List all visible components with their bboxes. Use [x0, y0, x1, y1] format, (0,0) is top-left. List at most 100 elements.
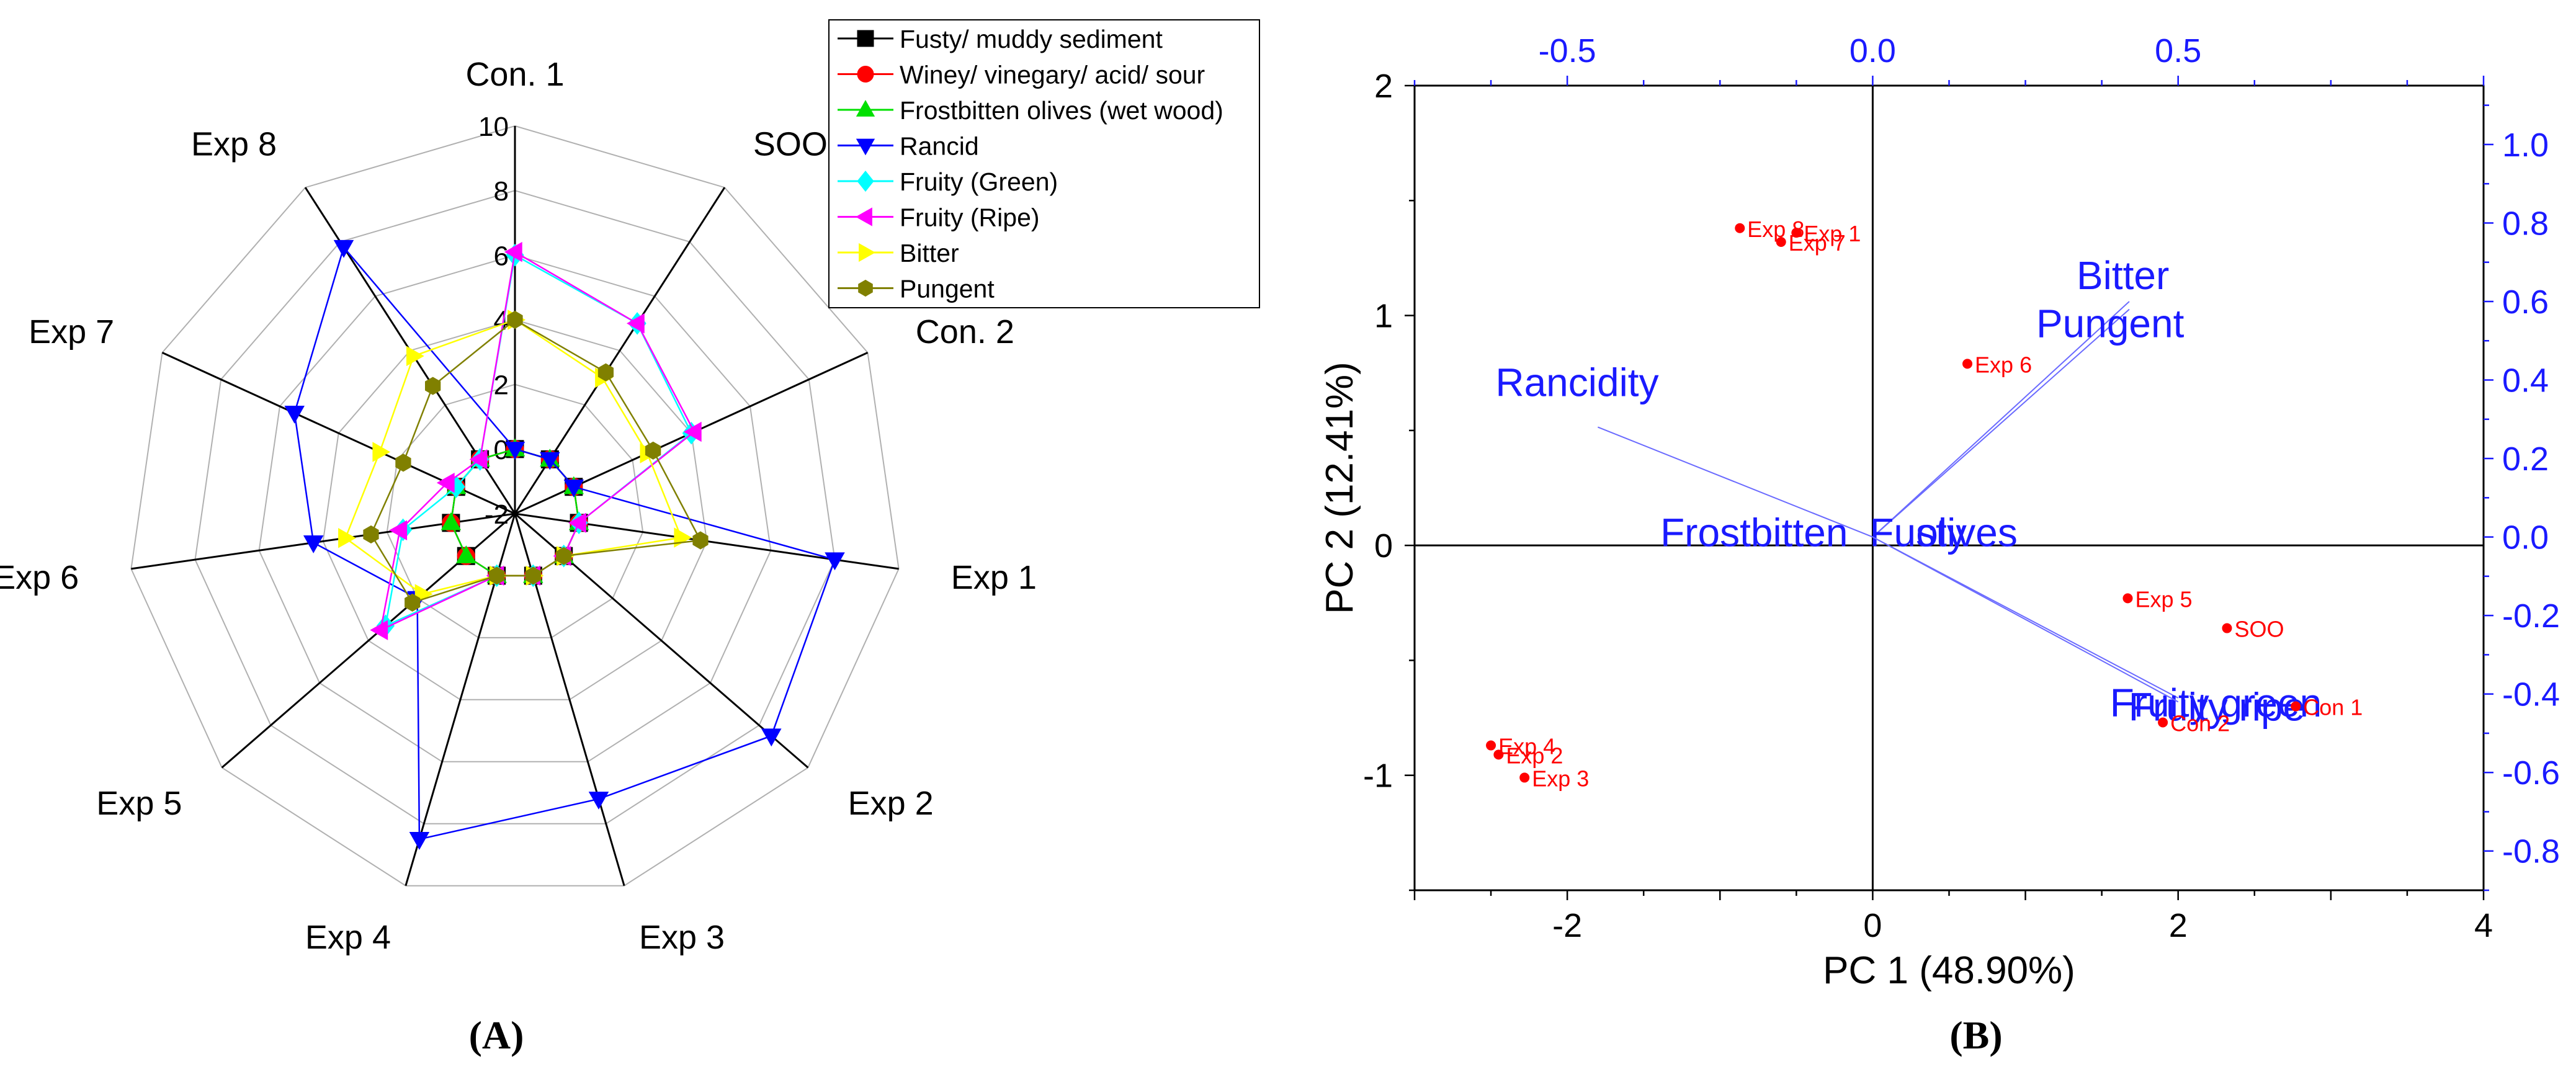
loading-vector-fruity-ripe [1872, 536, 2179, 703]
radar-tick-6: 10 [478, 112, 509, 142]
radar-tick-2: 2 [494, 370, 509, 401]
score-point-exp-3 [1519, 772, 1530, 783]
radar-point-fruity-ripe-con-1 [504, 241, 522, 262]
score-label-exp-2: Exp 2 [1506, 743, 1563, 768]
radar-point-pungent-con-1 [507, 310, 523, 329]
radar-point-fruity-ripe-soo [626, 313, 645, 334]
score-label-con-2: Con 2 [2170, 710, 2230, 736]
radar-series-pungent [363, 310, 709, 612]
x-tick-label-3: 4 [2474, 907, 2493, 944]
radar-grid-ring-5 [194, 190, 836, 825]
loading-vector-bitter [1872, 301, 2130, 538]
radar-point-pungent-exp-3 [525, 566, 541, 585]
y2-tick-label-6: 0.4 [2502, 362, 2549, 400]
radar-point-rancid-exp-3 [588, 792, 609, 810]
radar-point-pungent-exp-6 [363, 525, 379, 543]
radar-point-pungent-soo [597, 363, 614, 382]
y-axis-title: PC 2 (12.41%) [1318, 362, 1361, 614]
radar-grid-ring-6 [130, 125, 900, 887]
radar-point-rancid-soo [540, 452, 560, 470]
radar-point-rancid-exp-6 [303, 535, 324, 553]
radar-axis-label-exp-6: Exp 6 [0, 559, 79, 596]
y2-tick-label-3: -0.2 [2502, 597, 2560, 635]
y-tick-label-3: 2 [1374, 68, 1393, 105]
radar-point-pungent-exp-1 [692, 531, 709, 550]
radar-axis-label-exp-1: Exp 1 [951, 559, 1037, 596]
y2-tick-label-7: 0.6 [2502, 284, 2549, 321]
radar-point-bitter-exp-6 [338, 528, 356, 548]
score-point-exp-6 [1962, 359, 1973, 369]
legend-marker-fusty-muddy-sediment [857, 30, 874, 47]
y-tick-label-2: 1 [1374, 298, 1393, 335]
radar-point-fruity-ripe-exp-6 [389, 520, 408, 540]
radar-tick-4: 6 [494, 241, 509, 271]
score-point-con-2 [2158, 717, 2168, 728]
legend-label-pungent: Pungent [900, 275, 995, 303]
x-tick-label-2: 2 [2169, 907, 2188, 944]
pca-biplot-panel: -2 0 2 4 PC 1 (48.90%) -1 0 1 2 PC 2 (12.41%) -0.5… [1318, 32, 2560, 992]
y2-tick-label-5: 0.2 [2502, 440, 2549, 478]
radar-point-rancid-exp-1 [825, 552, 845, 571]
radar-grid-ring-4 [258, 254, 772, 762]
score-point-con-1 [2291, 701, 2301, 712]
score-point-exp-8 [1735, 223, 1745, 233]
radar-grid-ring-3 [322, 319, 708, 700]
radar-axis-label-soo: SOO [753, 126, 828, 163]
loading-vector-rancidity [1598, 426, 1873, 538]
x-axis-title: PC 1 (48.90%) [1823, 949, 2075, 992]
panel-label-a: (A) [469, 1013, 524, 1057]
radar-axis-label-exp-4: Exp 4 [305, 919, 391, 956]
x2-tick-label-2: 0.5 [2155, 32, 2201, 69]
y2-tick-label-9: 1.0 [2502, 127, 2549, 164]
radar-point-fruity-ripe-exp-1 [568, 512, 586, 534]
radar-axis-label-con-2: Con. 2 [916, 313, 1014, 351]
legend-label-fruity-ripe: Fruity (Ripe) [900, 203, 1040, 232]
y2-tick-label-4: 0.0 [2502, 519, 2549, 556]
radar-axis-label-con-1: Con. 1 [465, 56, 564, 93]
x2-tick-label-0: -0.5 [1539, 32, 1596, 69]
radar-point-pungent-exp-4 [489, 566, 505, 585]
radar-point-bitter-exp-7 [372, 442, 391, 462]
radar-point-pungent-exp-5 [405, 593, 421, 612]
radar-point-pungent-exp-7 [395, 454, 411, 472]
legend-marker-pungent [858, 279, 873, 297]
score-point-exp-5 [2122, 593, 2133, 604]
radar-point-rancid-con-1 [504, 442, 525, 460]
radar-axis-label-exp-5: Exp 5 [96, 785, 182, 822]
score-label-exp-3: Exp 3 [1532, 766, 1589, 791]
radar-axis-label-exp-3: Exp 3 [639, 919, 725, 956]
score-label-exp-1: Exp 1 [1804, 221, 1861, 246]
radar-point-rancid-exp-4 [409, 832, 430, 850]
radar-point-frostbitten-olives-wet-wood-exp-5 [456, 545, 476, 563]
x-tick-label-0: -2 [1552, 907, 1582, 944]
radar-point-pungent-exp-8 [425, 377, 441, 395]
score-label-exp-7: Exp 7 [1789, 230, 1846, 256]
loading-label-fruity-green: Fruity green [2110, 681, 2322, 725]
legend-marker-fruity-ripe [855, 207, 872, 226]
y-tick-label-1: 0 [1374, 527, 1393, 565]
loading-label-fruity-ripe: Fruity ripe [2129, 684, 2305, 729]
y-tick-label-0: -1 [1363, 757, 1393, 795]
score-label-exp-6: Exp 6 [1975, 352, 2032, 377]
radar-point-fruity-ripe-con-2 [683, 421, 702, 442]
x2-tick-label-1: 0.0 [1849, 32, 1896, 69]
score-point-soo [2222, 623, 2232, 633]
radar-axis-label-exp-8: Exp 8 [191, 126, 277, 163]
x-tick-label-1: 0 [1863, 907, 1882, 944]
radar-point-fruity-ripe-exp-8 [469, 449, 488, 470]
legend-label-frostbitten-olives-wet-wood: Frostbitten olives (wet wood) [900, 96, 1223, 125]
score-point-exp-4 [1486, 740, 1496, 751]
radar-tick-5: 8 [494, 176, 509, 207]
loading-label-rancidity: Rancidity [1495, 360, 1658, 404]
radar-legend: Fusty/ muddy sediment Winey/ vinegary/ ac… [828, 19, 1260, 308]
score-point-exp-1 [1791, 228, 1802, 238]
y2-tick-label-2: -0.4 [2502, 676, 2560, 713]
radar-line-pungent [370, 318, 702, 604]
radar-point-fruity-ripe-exp-5 [370, 620, 388, 640]
radar-grid-ring-2 [386, 383, 644, 638]
radar-point-pungent-con-2 [645, 441, 661, 460]
radar-point-rancid-exp-2 [761, 728, 782, 747]
radar-point-rancid-exp-8 [333, 239, 354, 258]
